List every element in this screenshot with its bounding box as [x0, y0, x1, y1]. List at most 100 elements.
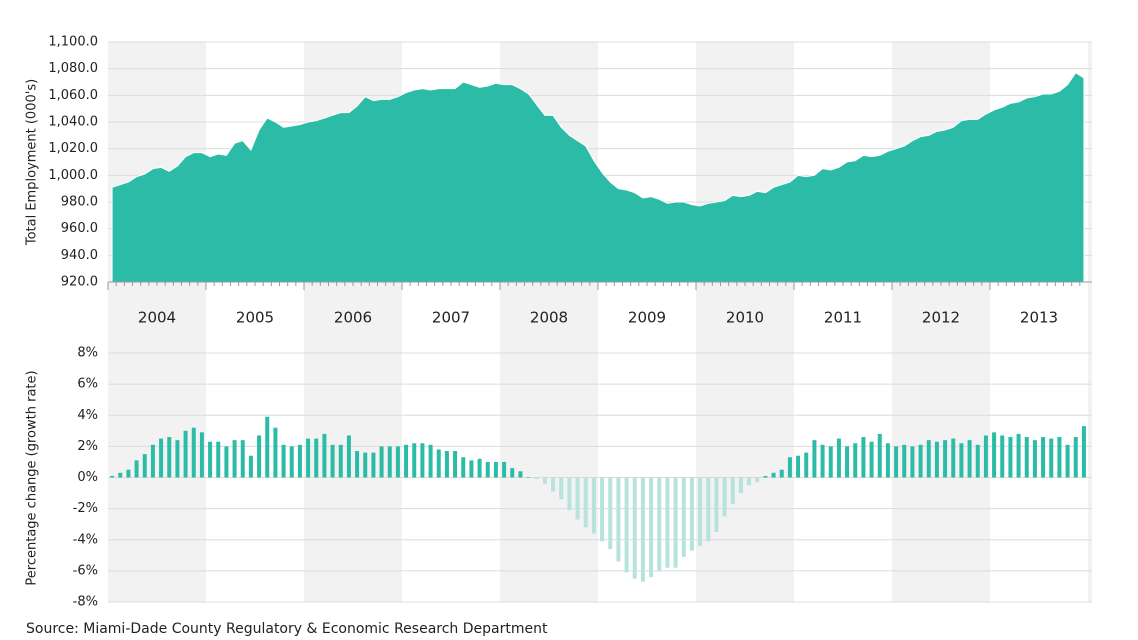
bar: [355, 451, 360, 478]
y-tick-label: -2%: [73, 501, 98, 516]
bar: [665, 477, 670, 568]
bar: [510, 468, 515, 478]
bar: [322, 433, 327, 478]
bar: [216, 441, 221, 478]
bar: [208, 441, 213, 478]
bar: [796, 455, 801, 478]
bar: [1041, 437, 1046, 478]
y-tick-label: 980.0: [61, 195, 98, 210]
bar: [983, 435, 988, 478]
bar: [812, 440, 817, 478]
bar: [477, 458, 482, 478]
x-tick-label: 2004: [138, 309, 176, 327]
bar: [534, 477, 539, 480]
x-tick-label: 2005: [236, 309, 274, 327]
bar: [689, 477, 694, 551]
bar: [624, 477, 629, 573]
y-tick-label: 1,100.0: [48, 35, 98, 50]
bar: [526, 477, 531, 478]
source: Source: Miami-Dade County Regulatory & E…: [26, 621, 548, 637]
bar: [918, 444, 923, 478]
y-tick-label: 1,000.0: [48, 168, 98, 183]
y-tick-label: 8%: [77, 346, 98, 361]
bar: [289, 446, 294, 478]
year-band: [1088, 42, 1092, 602]
bar: [167, 437, 172, 478]
bar: [698, 477, 703, 546]
x-tick-label: 2011: [824, 309, 862, 327]
bar: [502, 461, 507, 478]
bar: [224, 446, 229, 478]
bar: [869, 441, 874, 478]
bar: [248, 455, 253, 478]
bar: [281, 444, 286, 478]
y-tick-label: 1,040.0: [48, 115, 98, 130]
bar: [787, 457, 792, 478]
bar: [159, 438, 164, 478]
bar: [330, 444, 335, 478]
x-tick-label: 2009: [628, 309, 666, 327]
bar: [657, 477, 662, 571]
bar: [885, 443, 890, 478]
bar: [126, 469, 131, 478]
bar: [1024, 437, 1029, 478]
bar: [134, 460, 139, 478]
bar: [722, 477, 727, 517]
y-tick-label: 1,080.0: [48, 61, 98, 76]
bar: [420, 443, 425, 478]
bar: [1065, 444, 1070, 478]
bar: [1032, 440, 1037, 478]
bar: [877, 433, 882, 478]
bar: [934, 441, 939, 478]
bar: [542, 477, 547, 484]
y-tick-label: 1,060.0: [48, 88, 98, 103]
x-tick-label: 2006: [334, 309, 372, 327]
bar: [591, 477, 596, 534]
bar: [640, 477, 645, 582]
bar: [853, 443, 858, 478]
y-tick-label: 2%: [77, 439, 98, 454]
bar: [461, 457, 466, 478]
y-tick-label: 1,020.0: [48, 141, 98, 156]
bar: [943, 440, 948, 478]
x-tick-label: 2012: [922, 309, 960, 327]
bar: [404, 444, 409, 478]
bar: [469, 460, 474, 478]
bar: [975, 444, 980, 478]
bar: [273, 427, 278, 478]
y-tick-label: -4%: [73, 532, 98, 547]
y-tick-label: 0%: [77, 470, 98, 485]
bar: [412, 443, 417, 478]
bar: [199, 432, 204, 478]
bar: [738, 477, 743, 494]
bar: [453, 451, 458, 478]
bar: [747, 477, 752, 486]
bar: [371, 452, 376, 478]
bar: [306, 438, 311, 478]
bar: [444, 451, 449, 478]
bar: [232, 440, 237, 478]
bar: [649, 477, 654, 578]
bar: [779, 469, 784, 478]
bar: [600, 477, 605, 542]
bar: [1073, 437, 1078, 478]
y-tick-label: 960.0: [61, 221, 98, 236]
bar: [1016, 433, 1021, 478]
bar: [714, 477, 719, 532]
bar: [959, 443, 964, 478]
area: [111, 71, 1085, 283]
bar: [1081, 426, 1086, 478]
bar: [395, 446, 400, 478]
bar: [240, 440, 245, 478]
bar: [379, 446, 384, 478]
bar: [346, 435, 351, 478]
bar: [314, 438, 319, 478]
y-tick-label: 6%: [77, 377, 98, 392]
x-tick-label: 2007: [432, 309, 470, 327]
bar: [861, 437, 866, 478]
y-axis-label: Total Employment (000's): [25, 79, 40, 246]
bar: [763, 475, 768, 478]
bar: [518, 471, 523, 478]
bar: [493, 461, 498, 478]
